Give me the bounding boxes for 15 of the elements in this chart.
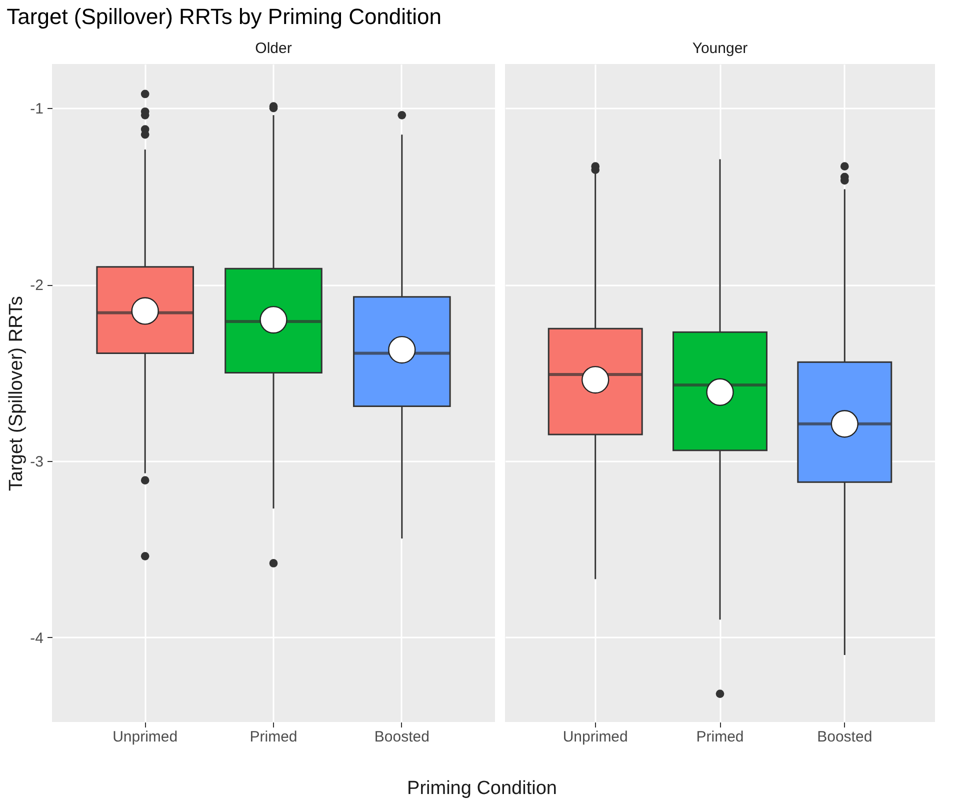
- chart-subtitle: Older: [255, 40, 292, 57]
- y-tick-label: -1: [30, 100, 44, 118]
- chart-subtitle: Younger: [692, 40, 748, 57]
- chart-title: Target (Spillover) RRTs by Priming Condition: [6, 4, 442, 29]
- x-tick-label: Unprimed: [112, 728, 178, 746]
- y-tick-label: -2: [30, 277, 44, 294]
- y-tick-label: -3: [30, 453, 44, 470]
- y-tick-label: -4: [30, 630, 44, 647]
- x-tick-label: Boosted: [817, 728, 872, 746]
- y-axis-title: Target (Spillover) RRTs: [6, 296, 28, 491]
- x-axis-title: Priming Condition: [406, 778, 558, 800]
- x-tick-label: Primed: [696, 728, 744, 746]
- x-tick-label: Boosted: [374, 728, 430, 746]
- x-tick-label: Primed: [250, 728, 298, 746]
- x-tick-label: Unprimed: [562, 728, 628, 746]
